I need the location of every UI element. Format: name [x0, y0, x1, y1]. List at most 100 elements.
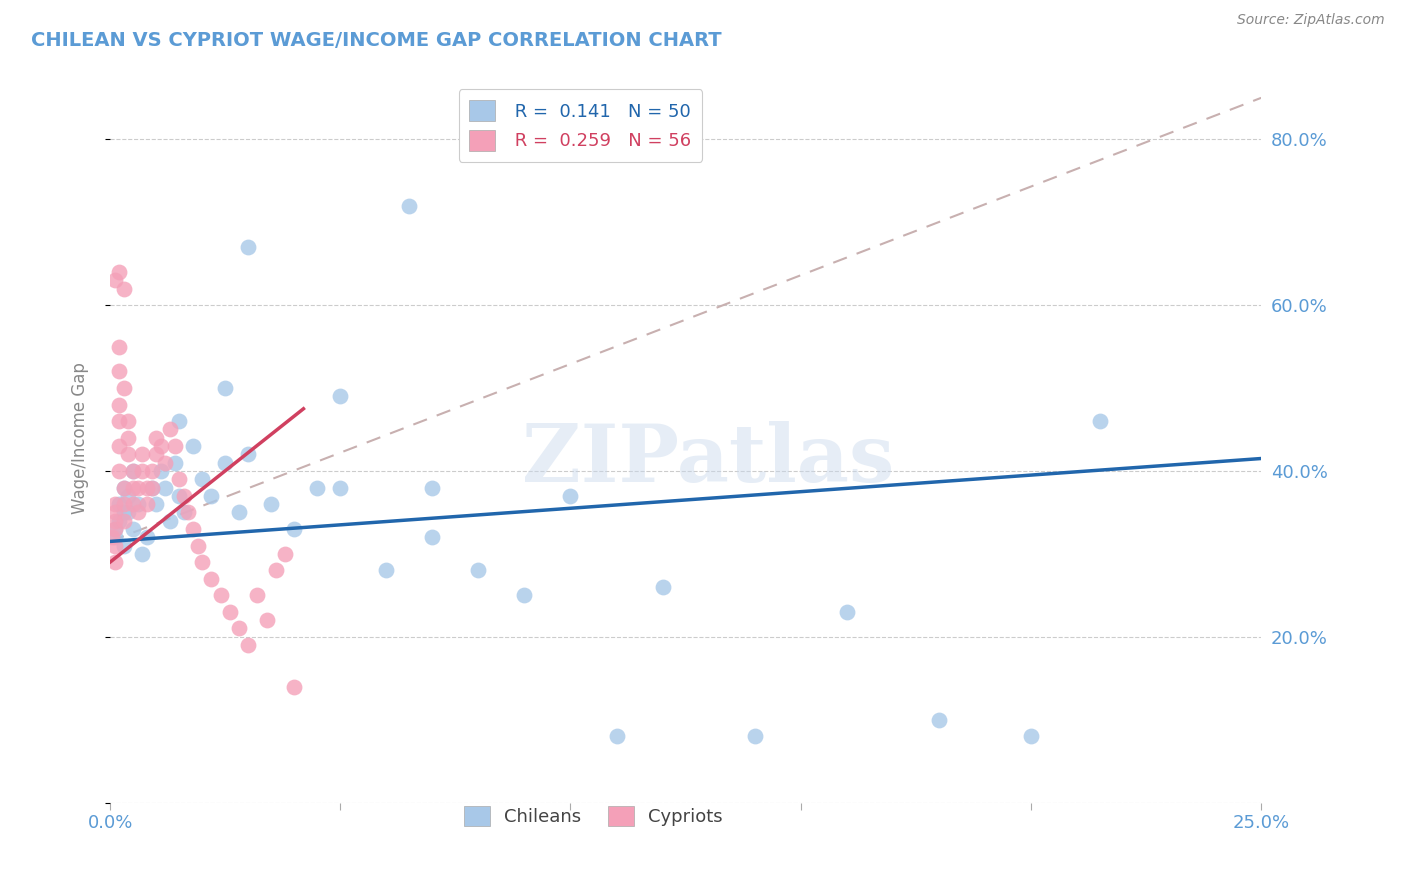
Point: [329, 481, 352, 495]
Point: [200, 572, 222, 586]
Point: [177, 505, 200, 519]
Point: [167, 414, 190, 428]
Point: [117, 505, 139, 519]
Point: [1088, 414, 1111, 428]
Point: [209, 588, 232, 602]
Point: [149, 439, 172, 453]
Point: [141, 481, 163, 495]
Text: CHILEAN VS CYPRIOT WAGE/INCOME GAP CORRELATION CHART: CHILEAN VS CYPRIOT WAGE/INCOME GAP CORRE…: [31, 31, 721, 50]
Point: [104, 539, 127, 553]
Point: [108, 340, 131, 354]
Point: [238, 447, 260, 461]
Point: [104, 497, 127, 511]
Point: [108, 464, 131, 478]
Point: [108, 364, 131, 378]
Point: [127, 481, 149, 495]
Point: [167, 489, 190, 503]
Point: [141, 481, 163, 495]
Y-axis label: Wage/Income Gap: Wage/Income Gap: [72, 362, 89, 514]
Point: [149, 464, 172, 478]
Point: [155, 456, 177, 470]
Point: [238, 240, 260, 254]
Point: [145, 497, 167, 511]
Point: [145, 431, 167, 445]
Point: [108, 265, 131, 279]
Point: [167, 472, 190, 486]
Point: [117, 431, 139, 445]
Point: [513, 588, 536, 602]
Point: [283, 680, 305, 694]
Point: [122, 464, 145, 478]
Point: [467, 564, 489, 578]
Point: [104, 530, 127, 544]
Point: [173, 489, 195, 503]
Point: [108, 497, 131, 511]
Point: [264, 564, 287, 578]
Point: [422, 481, 444, 495]
Point: [155, 481, 177, 495]
Point: [112, 514, 135, 528]
Point: [112, 497, 135, 511]
Point: [127, 497, 149, 511]
Point: [181, 522, 204, 536]
Point: [274, 547, 297, 561]
Point: [127, 505, 149, 519]
Point: [200, 489, 222, 503]
Point: [122, 522, 145, 536]
Point: [108, 514, 131, 528]
Point: [228, 505, 250, 519]
Point: [104, 514, 127, 528]
Point: [131, 547, 153, 561]
Point: [135, 481, 157, 495]
Text: ZIPatlas: ZIPatlas: [523, 421, 894, 499]
Point: [131, 447, 153, 461]
Point: [560, 489, 582, 503]
Point: [422, 530, 444, 544]
Text: Source: ZipAtlas.com: Source: ZipAtlas.com: [1237, 13, 1385, 28]
Point: [112, 481, 135, 495]
Point: [191, 472, 214, 486]
Point: [131, 464, 153, 478]
Point: [606, 729, 628, 743]
Point: [398, 199, 420, 213]
Point: [159, 422, 181, 436]
Point: [108, 439, 131, 453]
Point: [135, 530, 157, 544]
Point: [117, 489, 139, 503]
Point: [117, 447, 139, 461]
Point: [256, 613, 278, 627]
Point: [112, 505, 135, 519]
Point: [141, 464, 163, 478]
Point: [246, 588, 269, 602]
Point: [122, 481, 145, 495]
Point: [104, 555, 127, 569]
Point: [191, 555, 214, 569]
Point: [112, 539, 135, 553]
Point: [1019, 729, 1042, 743]
Point: [104, 522, 127, 536]
Point: [122, 497, 145, 511]
Point: [329, 389, 352, 403]
Point: [181, 439, 204, 453]
Point: [163, 439, 186, 453]
Point: [108, 398, 131, 412]
Point: [145, 447, 167, 461]
Point: [260, 497, 283, 511]
Point: [104, 522, 127, 536]
Point: [187, 539, 209, 553]
Point: [104, 505, 127, 519]
Point: [159, 514, 181, 528]
Point: [835, 605, 858, 619]
Point: [108, 414, 131, 428]
Point: [163, 456, 186, 470]
Point: [283, 522, 305, 536]
Point: [228, 622, 250, 636]
Point: [173, 505, 195, 519]
Point: [104, 273, 127, 287]
Point: [238, 638, 260, 652]
Point: [651, 580, 673, 594]
Point: [307, 481, 329, 495]
Point: [928, 713, 950, 727]
Point: [218, 605, 240, 619]
Point: [122, 464, 145, 478]
